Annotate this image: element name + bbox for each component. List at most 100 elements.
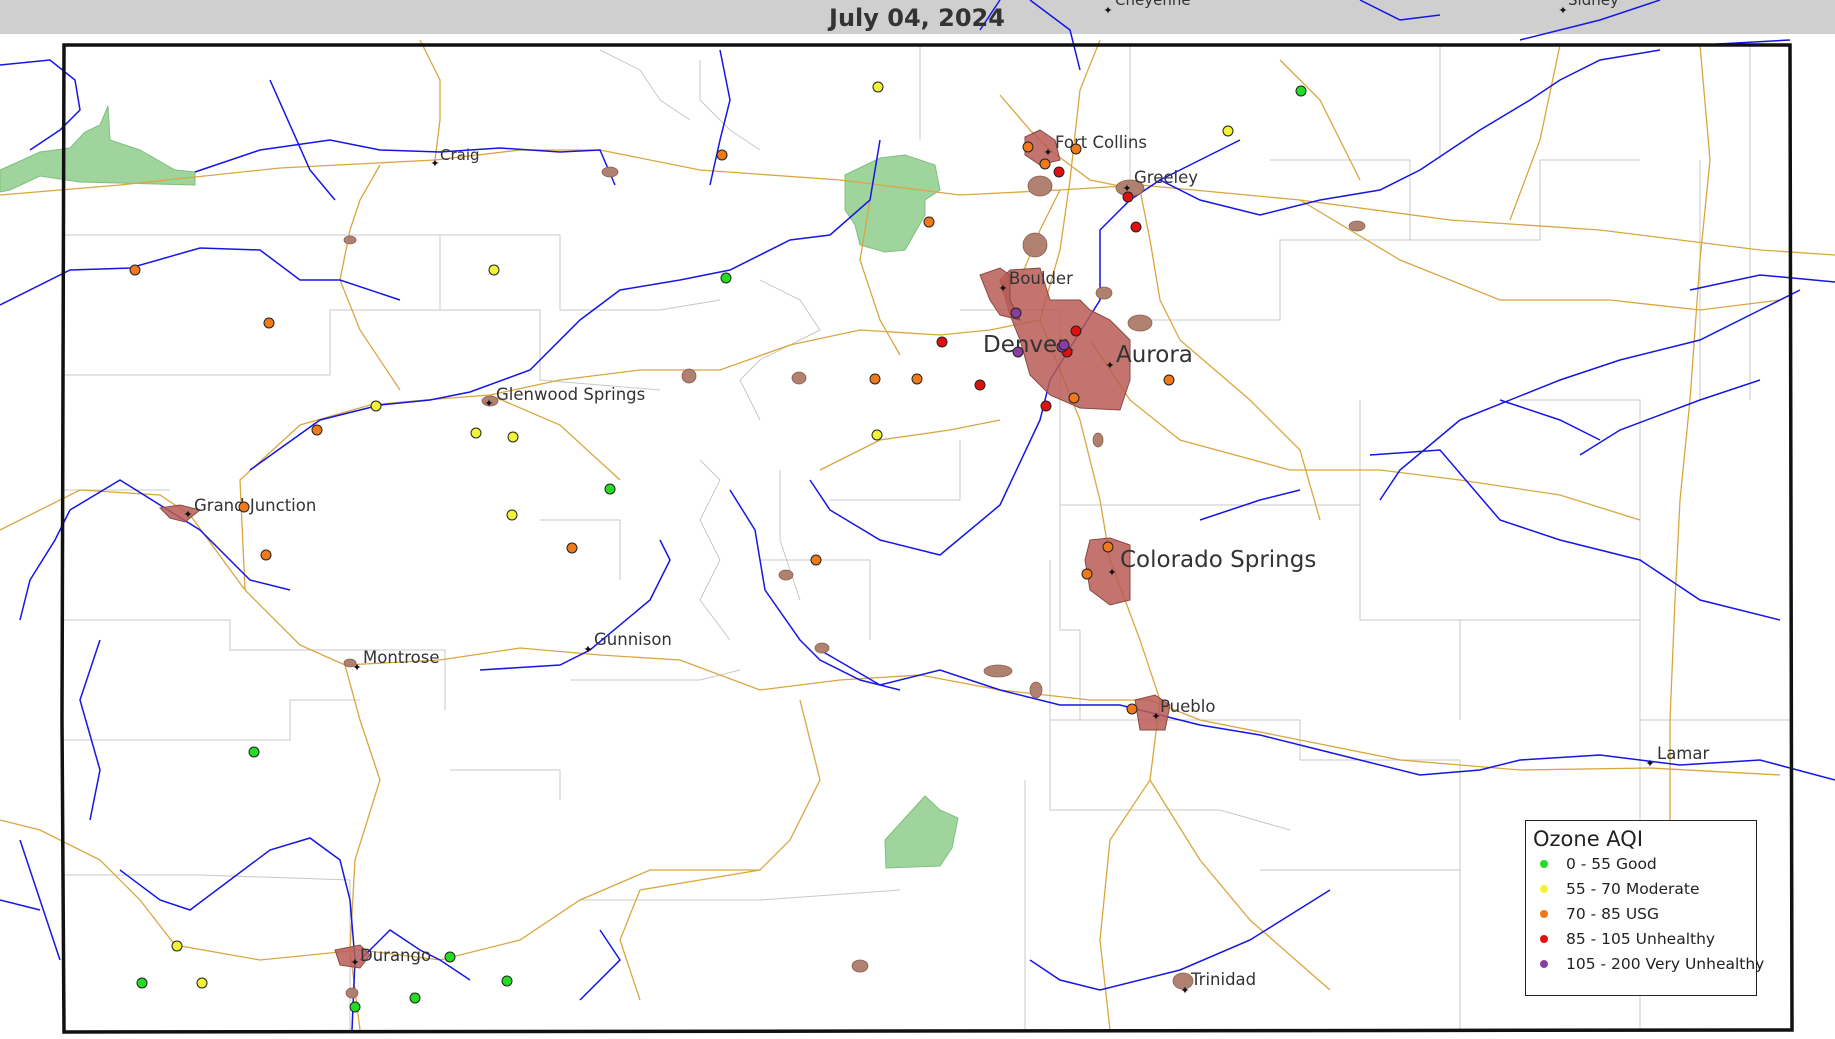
legend-dot-moderate bbox=[1540, 885, 1548, 893]
monitor-layer bbox=[129, 81, 1307, 1013]
city-craig: ✦ Craig bbox=[430, 146, 479, 170]
legend-dot-usg bbox=[1540, 910, 1548, 918]
monitor-dot-usg bbox=[1081, 568, 1093, 580]
monitor-dot-moderate bbox=[1222, 125, 1234, 137]
city-label: Craig bbox=[440, 146, 480, 164]
monitor-dot-good bbox=[720, 272, 732, 284]
city-label: Gunnison bbox=[594, 630, 672, 649]
monitor-dot-unhealthy bbox=[936, 336, 948, 348]
city-label: Pueblo bbox=[1160, 697, 1215, 716]
legend-dot-good bbox=[1540, 860, 1548, 868]
city-label: Glenwood Springs bbox=[496, 385, 645, 404]
city-grand-junction: ✦ Grand Junction bbox=[183, 496, 316, 521]
monitor-dot-moderate bbox=[171, 940, 183, 952]
city-durango: ✦ Durango bbox=[350, 946, 431, 969]
monitor-dot-very-unhealthy bbox=[1012, 346, 1024, 358]
monitor-dot-usg bbox=[716, 149, 728, 161]
city-marker-icon: ✦ bbox=[1103, 4, 1112, 17]
monitor-dot-usg bbox=[810, 554, 822, 566]
city-marker-icon: ✦ bbox=[1105, 359, 1114, 372]
legend-title: Ozone AQI bbox=[1533, 827, 1644, 851]
city-marker-icon: ✦ bbox=[352, 661, 361, 674]
monitor-dot-very-unhealthy bbox=[1058, 339, 1070, 351]
legend-dot-very-unhealthy bbox=[1540, 960, 1548, 968]
monitor-dot-usg bbox=[923, 216, 935, 228]
legend-label-usg: 70 - 85 USG bbox=[1566, 905, 1660, 923]
monitor-dot-usg bbox=[911, 373, 923, 385]
monitor-dot-usg bbox=[263, 317, 275, 329]
city-marker-icon: ✦ bbox=[1558, 4, 1567, 17]
monitor-dot-usg bbox=[238, 501, 250, 513]
monitor-dot-good bbox=[444, 951, 456, 963]
city-label: Greeley bbox=[1134, 168, 1198, 187]
monitor-dot-usg bbox=[260, 549, 272, 561]
city-trinidad: ✦Trinidad bbox=[1180, 970, 1256, 997]
monitor-dot-usg bbox=[1102, 541, 1114, 553]
city-boulder: ✦Boulder bbox=[998, 269, 1073, 295]
monitor-dot-moderate bbox=[370, 400, 382, 412]
city-montrose: ✦Montrose bbox=[352, 648, 439, 674]
monitor-dot-very-unhealthy bbox=[1010, 307, 1022, 319]
city-marker-icon: ✦ bbox=[1122, 182, 1131, 195]
city-glenwood-springs: ✦ Glenwood Springs bbox=[484, 385, 645, 410]
city-label: Cheyenne bbox=[1115, 0, 1191, 9]
small-towns bbox=[343, 166, 1366, 999]
city-marker-icon: ✦ bbox=[484, 397, 493, 410]
city-label: Colorado Springs bbox=[1120, 547, 1316, 573]
legend-label-good: 0 - 55 Good bbox=[1566, 855, 1657, 873]
top-band bbox=[0, 0, 1835, 34]
monitor-dot-moderate bbox=[470, 427, 482, 439]
legend-dot-unhealthy bbox=[1540, 935, 1548, 943]
city-label: Aurora bbox=[1116, 342, 1193, 368]
city-marker-icon: ✦ bbox=[583, 643, 592, 656]
city-marker-icon: ✦ bbox=[183, 508, 192, 521]
city-label: Montrose bbox=[363, 648, 440, 667]
monitor-dot-usg bbox=[311, 424, 323, 436]
city-aurora: ✦ Aurora bbox=[1105, 342, 1193, 372]
legend-item-very-unhealthy: 105 - 200 Very Unhealthy bbox=[1540, 953, 1764, 975]
urban-areas bbox=[158, 129, 1171, 969]
legend-label-moderate: 55 - 70 Moderate bbox=[1566, 880, 1700, 898]
legend-label-unhealthy: 85 - 105 Unhealthy bbox=[1566, 930, 1716, 948]
map-title: July 04, 2024 bbox=[827, 4, 1005, 32]
monitor-dot-usg bbox=[869, 373, 881, 385]
city-marker-icon: ✦ bbox=[1043, 146, 1052, 159]
monitor-dot-moderate bbox=[196, 977, 208, 989]
monitor-dot-unhealthy bbox=[1122, 191, 1134, 203]
city-layer: ✦Cheyenne✦Sidney✦ Craig ✦Fort Collins✦Gree… bbox=[183, 0, 1709, 997]
city-pueblo: ✦Pueblo bbox=[1151, 697, 1215, 723]
city-marker-icon: ✦ bbox=[998, 282, 1007, 295]
monitor-dot-good bbox=[349, 1001, 361, 1013]
monitor-dot-usg bbox=[1039, 158, 1051, 170]
city-marker-icon: ✦ bbox=[1180, 984, 1189, 997]
monitor-dot-unhealthy bbox=[974, 379, 986, 391]
city-marker-icon: ✦ bbox=[1645, 757, 1654, 770]
monitor-dot-usg bbox=[1068, 392, 1080, 404]
monitor-dot-good bbox=[1295, 85, 1307, 97]
monitor-dot-unhealthy bbox=[1070, 325, 1082, 337]
monitor-dot-good bbox=[409, 992, 421, 1004]
legend: Ozone AQI 0 - 55 Good 55 - 70 Moderate 7… bbox=[1525, 820, 1764, 996]
monitor-dot-good bbox=[136, 977, 148, 989]
monitor-dot-moderate bbox=[871, 429, 883, 441]
monitor-dot-moderate bbox=[506, 509, 518, 521]
city-label: Denver bbox=[983, 332, 1067, 358]
city-marker-icon: ✦ bbox=[1151, 710, 1160, 723]
city-gunnison: ✦Gunnison bbox=[583, 630, 672, 656]
monitor-dot-moderate bbox=[488, 264, 500, 276]
city-label: Lamar bbox=[1657, 744, 1709, 763]
city-cheyenne: ✦Cheyenne bbox=[1103, 0, 1190, 17]
national-parks bbox=[0, 105, 959, 869]
monitor-dot-usg bbox=[566, 542, 578, 554]
monitor-dot-usg bbox=[1022, 141, 1034, 153]
legend-item-unhealthy: 85 - 105 Unhealthy bbox=[1540, 928, 1715, 950]
monitor-dot-usg bbox=[1070, 143, 1082, 155]
monitor-dot-good bbox=[248, 746, 260, 758]
city-marker-icon: ✦ bbox=[1107, 566, 1116, 579]
monitor-dot-unhealthy bbox=[1040, 400, 1052, 412]
monitor-dot-good bbox=[604, 483, 616, 495]
city-label: Trinidad bbox=[1190, 970, 1256, 989]
monitor-dot-unhealthy bbox=[1053, 166, 1065, 178]
